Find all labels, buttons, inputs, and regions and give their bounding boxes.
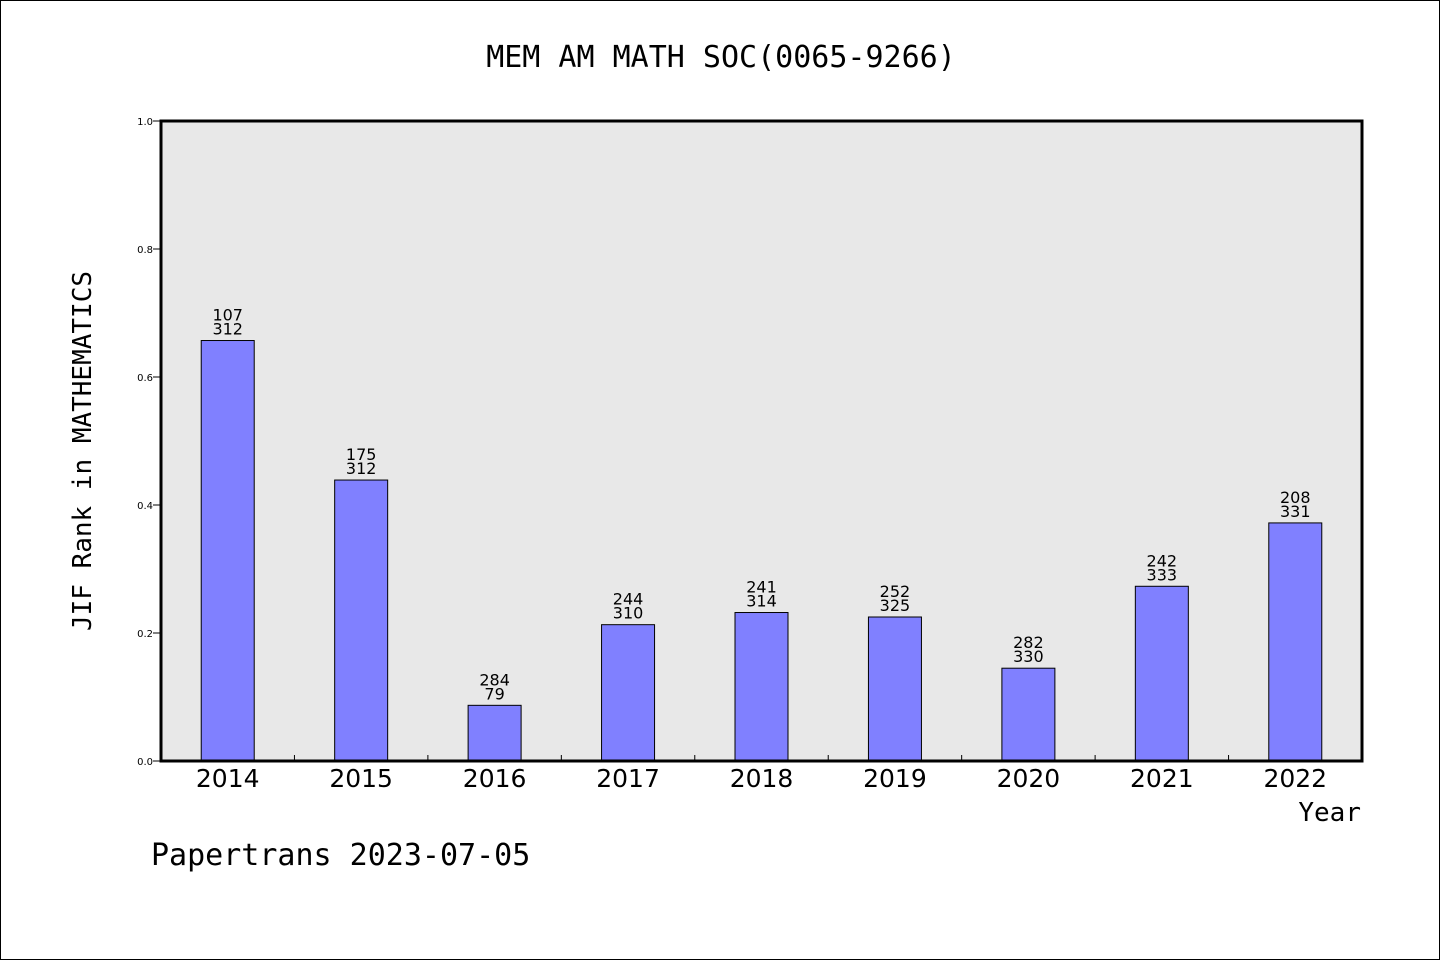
data-label-top-2014: 107: [212, 306, 243, 325]
data-label-top-2020: 282: [1013, 633, 1044, 652]
x-tick-label-2016: 2016: [463, 764, 527, 793]
x-tick-label-2017: 2017: [596, 764, 660, 793]
data-label-top-2016: 284: [479, 670, 510, 689]
data-label-top-2019: 252: [880, 582, 911, 601]
y-tick-label: 0.8: [137, 245, 153, 256]
bar-2020: [1001, 667, 1056, 762]
data-label-bottom-2014: 312: [212, 320, 243, 339]
bar-2017: [601, 624, 656, 762]
y-tick-label: 0.2: [137, 629, 153, 640]
bar-2018: [734, 612, 789, 762]
footer-text: Papertrans 2023-07-05: [151, 838, 530, 873]
plot-frame: [159, 119, 1364, 763]
bar-2022: [1268, 522, 1323, 762]
data-label-bottom-2015: 312: [346, 459, 377, 478]
data-label-bottom-2017: 310: [613, 604, 644, 623]
data-label-top-2021: 242: [1147, 551, 1178, 570]
data-label-bottom-2021: 333: [1147, 565, 1178, 584]
data-label-bottom-2016: 79: [484, 684, 504, 703]
bar-2014: [200, 340, 255, 762]
data-label-top-2017: 244: [613, 590, 644, 609]
x-tick-label-2020: 2020: [997, 764, 1061, 793]
y-axis-ticks: 0.0 0.2 0.4 0.6 0.8 1.0: [137, 117, 161, 768]
x-tick-label-2018: 2018: [730, 764, 794, 793]
data-label-bottom-2019: 325: [880, 596, 911, 615]
x-tick-label-2021: 2021: [1130, 764, 1194, 793]
y-axis-label: JIF Rank in MATHEMATICS: [68, 271, 98, 631]
x-tick-label-2019: 2019: [863, 764, 927, 793]
data-label-bottom-2022: 331: [1280, 502, 1311, 521]
y-tick-label: 0.4: [137, 501, 153, 512]
x-tick-label-2015: 2015: [329, 764, 393, 793]
y-tick-label: 0.0: [137, 757, 153, 768]
data-labels-group: 1073121753122847924431024131425232528233…: [212, 306, 1310, 704]
chart-title: MEM AM MATH SOC(0065-9266): [486, 40, 956, 75]
x-axis-ticks: 2014 2015 2016 2017 2018 2019 2020 2021 2022: [196, 755, 1327, 793]
bar-2015: [334, 479, 389, 762]
bar-2016: [467, 704, 522, 762]
bar-2019: [867, 616, 922, 762]
bar-2021: [1134, 585, 1189, 762]
x-tick-label-2022: 2022: [1263, 764, 1327, 793]
data-label-top-2022: 208: [1280, 488, 1311, 507]
bars-group: [200, 340, 1323, 762]
x-tick-label-2014: 2014: [196, 764, 260, 793]
y-tick-label: 1.0: [137, 117, 153, 128]
data-label-top-2018: 241: [746, 578, 777, 597]
data-label-bottom-2020: 330: [1013, 647, 1044, 666]
x-axis-label: Year: [1298, 798, 1361, 828]
y-tick-label: 0.6: [137, 373, 153, 384]
data-label-bottom-2018: 314: [746, 592, 777, 611]
data-label-top-2015: 175: [346, 445, 377, 464]
